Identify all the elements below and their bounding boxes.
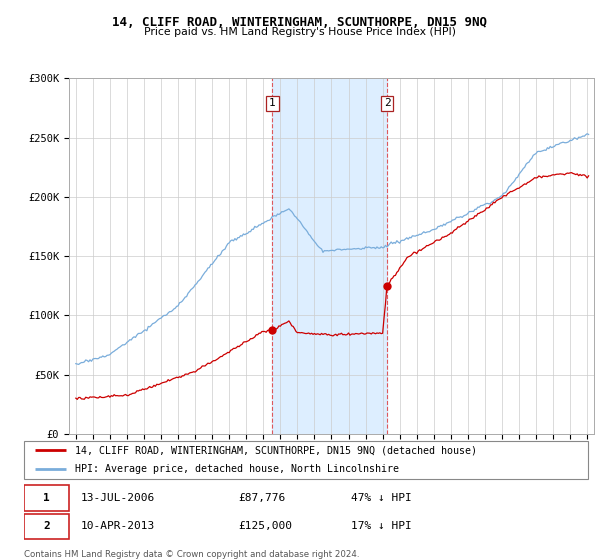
FancyBboxPatch shape	[24, 441, 588, 479]
Text: 1: 1	[269, 99, 276, 108]
Text: 2: 2	[43, 521, 50, 531]
FancyBboxPatch shape	[24, 485, 69, 511]
Bar	[272, 78, 387, 434]
Text: 14, CLIFF ROAD, WINTERINGHAM, SCUNTHORPE, DN15 9NQ (detached house): 14, CLIFF ROAD, WINTERINGHAM, SCUNTHORPE…	[75, 445, 477, 455]
Text: £125,000: £125,000	[238, 521, 292, 531]
Text: HPI: Average price, detached house, North Lincolnshire: HPI: Average price, detached house, Nort…	[75, 464, 399, 474]
Text: 13-JUL-2006: 13-JUL-2006	[80, 493, 155, 503]
Text: £87,776: £87,776	[238, 493, 286, 503]
Text: 17% ↓ HPI: 17% ↓ HPI	[351, 521, 412, 531]
Text: 1: 1	[43, 493, 50, 503]
Text: Contains HM Land Registry data © Crown copyright and database right 2024.
This d: Contains HM Land Registry data © Crown c…	[24, 550, 359, 560]
FancyBboxPatch shape	[24, 514, 69, 539]
Text: 2: 2	[384, 99, 391, 108]
Text: Price paid vs. HM Land Registry's House Price Index (HPI): Price paid vs. HM Land Registry's House …	[144, 27, 456, 37]
Text: 10-APR-2013: 10-APR-2013	[80, 521, 155, 531]
Text: 14, CLIFF ROAD, WINTERINGHAM, SCUNTHORPE, DN15 9NQ: 14, CLIFF ROAD, WINTERINGHAM, SCUNTHORPE…	[113, 16, 487, 29]
Text: 47% ↓ HPI: 47% ↓ HPI	[351, 493, 412, 503]
